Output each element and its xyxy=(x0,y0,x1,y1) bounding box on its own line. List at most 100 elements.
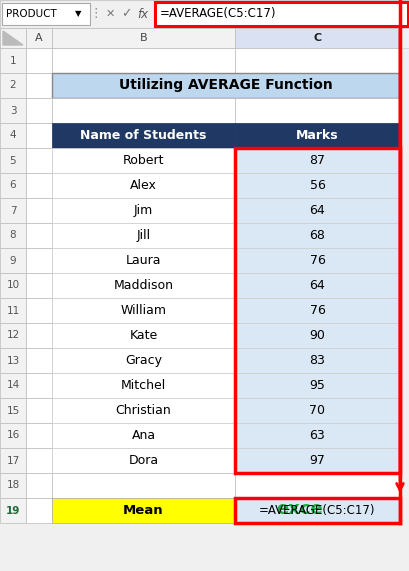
Bar xyxy=(234,28,399,48)
Text: 14: 14 xyxy=(7,380,20,391)
Bar xyxy=(52,323,234,348)
Bar xyxy=(234,198,399,223)
Bar xyxy=(26,28,52,48)
Bar xyxy=(234,173,399,198)
Text: 11: 11 xyxy=(7,305,20,316)
Bar xyxy=(0,48,26,73)
Text: ✓: ✓ xyxy=(121,7,131,21)
Text: 12: 12 xyxy=(7,331,20,340)
Bar xyxy=(234,98,399,123)
Text: 95: 95 xyxy=(309,379,325,392)
Bar xyxy=(0,473,26,498)
Bar xyxy=(26,473,52,498)
Bar xyxy=(52,473,234,498)
Bar xyxy=(0,28,409,48)
Bar xyxy=(0,498,26,523)
Bar xyxy=(0,423,26,448)
Bar xyxy=(26,248,52,273)
Text: Alex: Alex xyxy=(130,179,157,192)
Text: 64: 64 xyxy=(309,204,325,217)
Bar xyxy=(52,173,234,198)
Bar xyxy=(26,123,52,148)
Bar xyxy=(52,198,234,223)
Bar xyxy=(52,73,399,98)
Bar xyxy=(234,498,399,523)
Text: PRODUCT: PRODUCT xyxy=(6,9,56,19)
Bar xyxy=(234,423,399,448)
Text: Utilizing AVERAGE Function: Utilizing AVERAGE Function xyxy=(119,78,332,93)
Bar xyxy=(234,398,399,423)
Text: =AVERAGE(C5:C17): =AVERAGE(C5:C17) xyxy=(160,7,276,21)
Bar xyxy=(0,148,26,173)
Bar xyxy=(52,448,234,473)
Text: 5: 5 xyxy=(10,155,16,166)
Bar xyxy=(26,498,52,523)
Bar xyxy=(234,148,399,173)
Bar xyxy=(52,273,234,298)
Bar xyxy=(26,348,52,373)
Bar xyxy=(0,73,26,98)
Bar xyxy=(0,398,26,423)
Bar xyxy=(234,273,399,298)
Text: 3: 3 xyxy=(10,106,16,115)
Text: 4: 4 xyxy=(10,131,16,140)
Bar xyxy=(26,223,52,248)
Bar xyxy=(0,0,409,28)
Bar xyxy=(26,423,52,448)
Text: Jill: Jill xyxy=(136,229,150,242)
Text: 18: 18 xyxy=(7,481,20,490)
Text: 97: 97 xyxy=(309,454,325,467)
Bar xyxy=(26,298,52,323)
Text: Jim: Jim xyxy=(134,204,153,217)
Bar xyxy=(0,123,26,148)
Bar xyxy=(234,498,399,523)
Text: exce: exce xyxy=(275,500,322,517)
Bar xyxy=(52,98,234,123)
Text: 70: 70 xyxy=(309,404,325,417)
Bar xyxy=(26,373,52,398)
Bar xyxy=(234,348,399,373)
Bar xyxy=(234,298,399,323)
Text: 19: 19 xyxy=(6,505,20,516)
Text: Mitchel: Mitchel xyxy=(121,379,166,392)
Text: 83: 83 xyxy=(309,354,325,367)
Text: 8: 8 xyxy=(10,231,16,240)
Text: fx: fx xyxy=(137,7,148,21)
Text: 64: 64 xyxy=(309,279,325,292)
Bar xyxy=(2,3,90,25)
Text: Gracy: Gracy xyxy=(125,354,162,367)
Bar xyxy=(26,273,52,298)
Text: Laura: Laura xyxy=(126,254,161,267)
Bar xyxy=(234,248,399,273)
Text: 87: 87 xyxy=(309,154,325,167)
Bar xyxy=(26,448,52,473)
Bar xyxy=(52,148,234,173)
Bar xyxy=(0,323,26,348)
Bar xyxy=(52,398,234,423)
Text: Christian: Christian xyxy=(115,404,171,417)
Bar xyxy=(52,423,234,448)
Bar xyxy=(26,323,52,348)
Bar xyxy=(52,498,234,523)
Bar xyxy=(0,298,26,323)
Bar xyxy=(234,223,399,248)
Bar xyxy=(26,198,52,223)
Text: William: William xyxy=(120,304,166,317)
Text: Maddison: Maddison xyxy=(113,279,173,292)
Bar xyxy=(0,98,26,123)
Bar xyxy=(26,173,52,198)
Text: 9: 9 xyxy=(10,255,16,266)
Text: 90: 90 xyxy=(309,329,325,342)
Text: 76: 76 xyxy=(309,254,325,267)
Text: Robert: Robert xyxy=(122,154,164,167)
Bar xyxy=(0,373,26,398)
Text: B: B xyxy=(139,33,147,43)
Text: 76: 76 xyxy=(309,304,325,317)
Bar xyxy=(0,223,26,248)
Text: 15: 15 xyxy=(7,405,20,416)
Text: 2: 2 xyxy=(10,81,16,90)
Bar xyxy=(52,123,234,148)
Text: 16: 16 xyxy=(7,431,20,440)
Bar xyxy=(52,248,234,273)
Text: Marks: Marks xyxy=(295,129,338,142)
